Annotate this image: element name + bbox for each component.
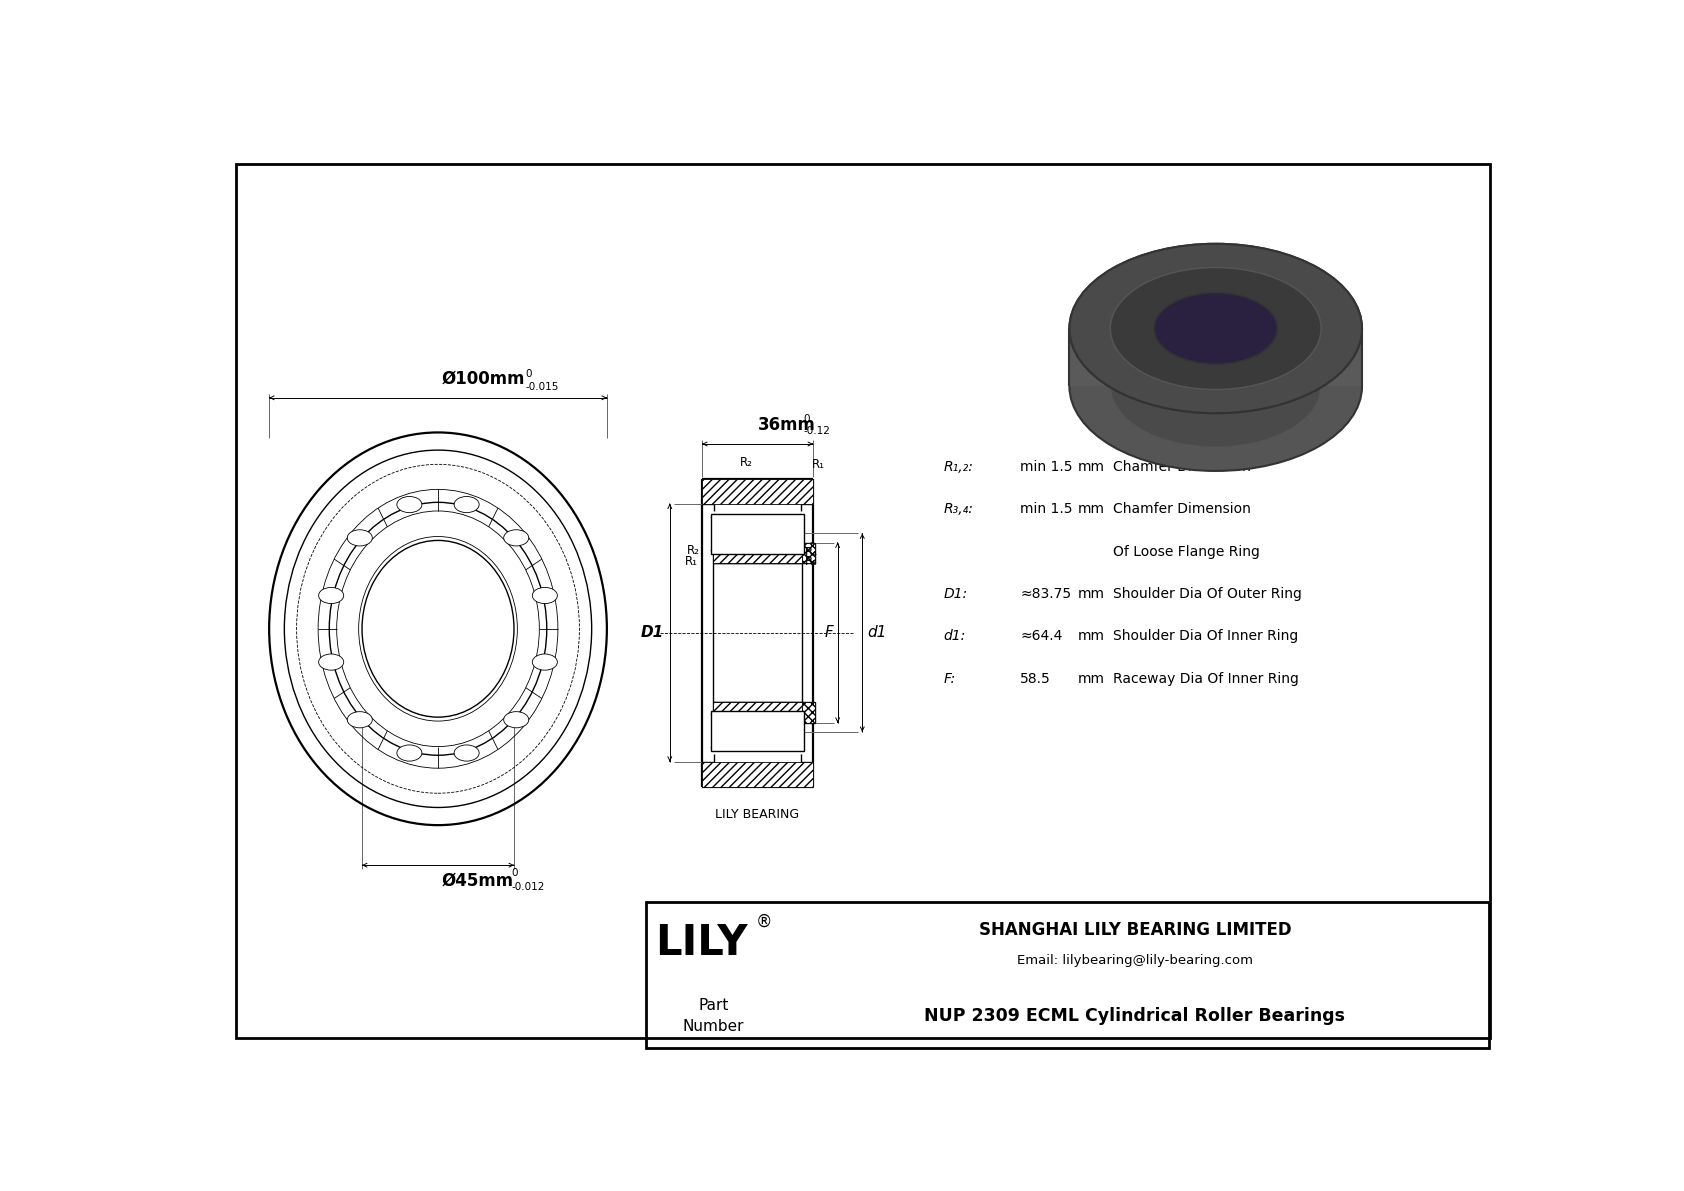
Ellipse shape [504, 712, 529, 728]
Text: F:: F: [943, 672, 955, 686]
Text: Ø100mm: Ø100mm [441, 369, 525, 388]
Ellipse shape [1069, 244, 1362, 413]
Text: -0.12: -0.12 [803, 426, 830, 436]
Text: Shoulder Dia Of Outer Ring: Shoulder Dia Of Outer Ring [1113, 587, 1302, 601]
Text: mm: mm [1078, 672, 1105, 686]
Text: LILY: LILY [655, 922, 748, 964]
Bar [711, 711, 805, 752]
Text: mm: mm [1078, 460, 1105, 474]
Ellipse shape [455, 497, 480, 512]
Text: F: F [823, 625, 834, 640]
Text: 0: 0 [525, 368, 532, 379]
Bar [712, 701, 802, 731]
Text: Of Loose Flange Ring: Of Loose Flange Ring [1113, 544, 1260, 559]
Text: Shoulder Dia Of Inner Ring: Shoulder Dia Of Inner Ring [1113, 630, 1298, 643]
Text: -0.012: -0.012 [512, 883, 544, 892]
Bar [802, 543, 815, 563]
Text: Ø45mm: Ø45mm [441, 872, 514, 890]
Ellipse shape [397, 744, 423, 761]
Ellipse shape [1110, 325, 1320, 448]
Text: ®: ® [756, 912, 773, 931]
Ellipse shape [1069, 244, 1362, 413]
Bar [702, 479, 813, 504]
Ellipse shape [1110, 268, 1320, 389]
Text: NUP 2309 ECML Cylindrical Roller Bearings: NUP 2309 ECML Cylindrical Roller Bearing… [925, 1006, 1346, 1024]
Text: Email: lilybearing@lily-bearing.com: Email: lilybearing@lily-bearing.com [1017, 954, 1253, 967]
Text: D1:: D1: [943, 587, 967, 601]
Bar [702, 761, 813, 786]
Ellipse shape [318, 587, 344, 604]
Bar [802, 701, 815, 723]
Text: mm: mm [1078, 503, 1105, 517]
Text: Raceway Dia Of Inner Ring: Raceway Dia Of Inner Ring [1113, 672, 1298, 686]
Ellipse shape [532, 654, 557, 671]
Bar [647, 902, 1489, 1048]
Text: ≈83.75: ≈83.75 [1021, 587, 1071, 601]
Text: mm: mm [1078, 587, 1105, 601]
Text: R₃,₄:: R₃,₄: [943, 503, 973, 517]
Text: mm: mm [1078, 630, 1105, 643]
Ellipse shape [455, 744, 480, 761]
Ellipse shape [1154, 293, 1276, 364]
Ellipse shape [347, 530, 372, 545]
Text: R₁: R₁ [812, 459, 825, 470]
Polygon shape [1069, 329, 1362, 386]
Text: R₂: R₂ [687, 544, 701, 557]
Text: -0.015: -0.015 [525, 381, 559, 392]
Text: 36mm: 36mm [758, 416, 815, 434]
Text: Chamfer Dimension: Chamfer Dimension [1113, 503, 1251, 517]
Text: R₃: R₃ [805, 555, 817, 568]
Text: SHANGHAI LILY BEARING LIMITED: SHANGHAI LILY BEARING LIMITED [978, 922, 1292, 940]
Text: ≈64.4: ≈64.4 [1021, 630, 1063, 643]
Bar [712, 534, 802, 563]
Text: LILY BEARING: LILY BEARING [716, 809, 800, 822]
Text: R₁,₂:: R₁,₂: [943, 460, 973, 474]
Ellipse shape [1069, 301, 1362, 470]
Text: 0: 0 [512, 868, 517, 878]
Ellipse shape [1110, 268, 1320, 389]
Text: 0: 0 [803, 414, 810, 424]
Text: min 1.5: min 1.5 [1021, 460, 1073, 474]
Text: R₄: R₄ [805, 545, 817, 559]
Ellipse shape [318, 654, 344, 671]
Ellipse shape [504, 530, 529, 545]
Text: Chamfer Dimension: Chamfer Dimension [1113, 460, 1251, 474]
Text: R₂: R₂ [739, 456, 753, 469]
Text: 58.5: 58.5 [1021, 672, 1051, 686]
Bar [711, 515, 805, 554]
Ellipse shape [532, 587, 557, 604]
Text: D1: D1 [642, 625, 665, 640]
Text: R₁: R₁ [685, 555, 699, 568]
Ellipse shape [347, 712, 372, 728]
Text: min 1.5: min 1.5 [1021, 503, 1073, 517]
Ellipse shape [1154, 293, 1276, 364]
Text: Part
Number: Part Number [682, 998, 744, 1034]
Ellipse shape [397, 497, 423, 512]
Text: d1:: d1: [943, 630, 965, 643]
Text: d1: d1 [867, 625, 886, 640]
